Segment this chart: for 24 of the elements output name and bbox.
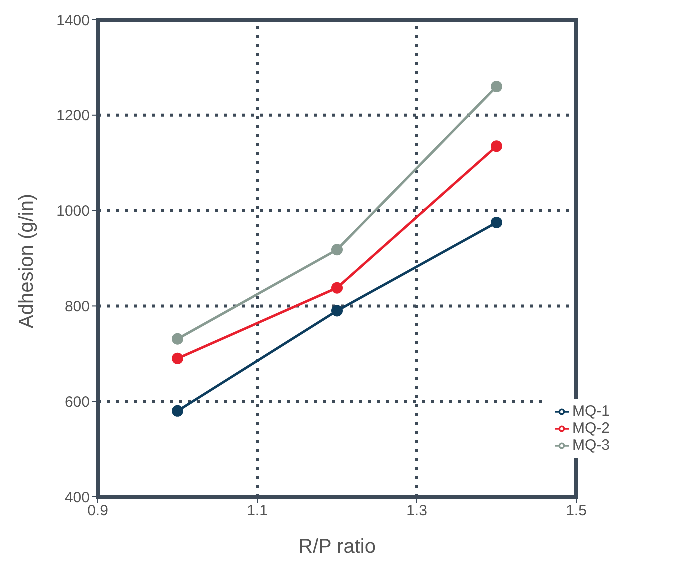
x-tick-label: 1.5 bbox=[566, 502, 587, 520]
x-axis-title: R/P ratio bbox=[298, 536, 376, 558]
point bbox=[172, 405, 184, 417]
y-tick-label: 1200 bbox=[56, 108, 90, 125]
y-tick-label: 1000 bbox=[56, 203, 90, 220]
point bbox=[491, 81, 502, 93]
x-tick-label: 1.1 bbox=[247, 502, 268, 520]
legend-label: MQ-1 bbox=[572, 403, 610, 420]
point bbox=[491, 140, 502, 152]
y-tick-label: 600 bbox=[64, 394, 90, 411]
point bbox=[332, 244, 343, 256]
point bbox=[172, 333, 184, 345]
y-tick-label: 800 bbox=[64, 298, 90, 316]
point bbox=[172, 352, 184, 364]
legend-label: MQ-3 bbox=[572, 437, 610, 454]
point bbox=[491, 216, 502, 228]
point bbox=[332, 305, 343, 317]
point bbox=[332, 282, 343, 294]
y-axis-title: Adhesion (g/in) bbox=[16, 194, 38, 328]
y-tick-label: 1400 bbox=[56, 12, 90, 30]
legend-label: MQ-2 bbox=[572, 420, 610, 437]
x-tick-label: 1.3 bbox=[406, 502, 428, 520]
x-tick-label: 0.9 bbox=[88, 502, 108, 520]
y-tick-label: 400 bbox=[64, 489, 90, 506]
